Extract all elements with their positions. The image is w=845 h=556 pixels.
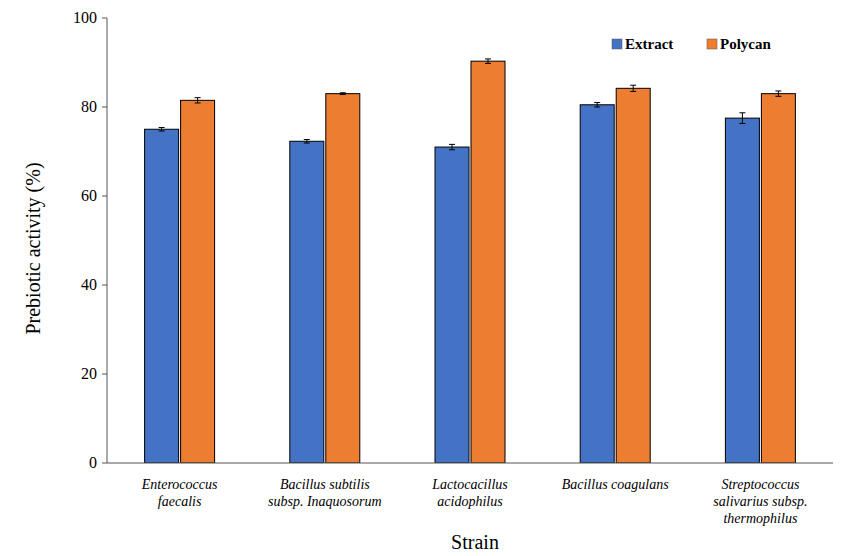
error-cap	[449, 149, 455, 150]
error-cap	[340, 92, 346, 93]
error-cap	[304, 143, 310, 144]
x-tick-label-line: thermophilus	[723, 511, 797, 526]
x-tick-label-line: subsp. Inaquosorum	[268, 494, 382, 509]
error-bar	[449, 144, 455, 149]
y-tick-label: 100	[73, 9, 97, 26]
error-cap	[340, 94, 346, 95]
bar	[290, 141, 324, 463]
error-cap	[739, 123, 745, 124]
error-stem	[488, 59, 489, 63]
error-cap	[775, 90, 781, 91]
x-tick-label: Enterococcus faecalis	[141, 477, 218, 509]
x-axis-label: Strain	[451, 531, 499, 553]
error-stem	[742, 113, 743, 124]
legend-label: Polycan	[720, 36, 771, 52]
y-tick	[102, 285, 107, 286]
error-stem	[306, 139, 307, 143]
error-bar	[594, 103, 600, 107]
y-tick-label: 0	[89, 454, 97, 471]
error-bar	[739, 113, 745, 124]
y-axis-label: Prebiotic activity (%)	[22, 162, 45, 334]
error-stem	[452, 144, 453, 149]
error-cap	[195, 97, 201, 98]
x-tick-label-line: Bacillus coagulans	[562, 477, 669, 492]
error-cap	[159, 127, 165, 128]
error-bar	[304, 139, 310, 143]
x-tick-label: Streptococcus salivarius subsp. thermophil…	[713, 477, 807, 526]
x-tick-label-line: Streptococcus	[721, 477, 800, 492]
error-stem	[778, 91, 779, 96]
error-cap	[304, 139, 310, 140]
error-cap	[630, 91, 636, 92]
error-cap	[594, 102, 600, 103]
bar	[725, 118, 759, 463]
marks	[145, 59, 796, 463]
error-stem	[161, 127, 162, 131]
legend-swatch	[707, 39, 717, 49]
error-stem	[633, 85, 634, 91]
y-axis	[107, 18, 108, 463]
x-tick-label-line: Enterococcus	[141, 477, 218, 492]
x-tick-label-line: Lactocacillus	[431, 477, 508, 492]
x-tick-label: Lactocacillus acidophilus	[431, 477, 508, 509]
x-tick-label-line: faecalis	[158, 494, 202, 509]
error-cap	[449, 144, 455, 145]
error-cap	[485, 58, 491, 59]
error-bar	[775, 91, 781, 96]
error-stem	[597, 103, 598, 107]
bar	[580, 105, 614, 463]
y-tick	[102, 18, 107, 19]
error-cap	[630, 85, 636, 86]
x-tick-label-line: salivarius subsp.	[713, 494, 807, 509]
error-bar	[630, 85, 636, 91]
bar	[761, 94, 795, 463]
bar	[326, 94, 360, 463]
bar	[616, 88, 650, 463]
x-tick-label: Bacillus subtilis subsp. Inaquosorum	[268, 477, 382, 509]
error-stem	[197, 98, 198, 103]
bar	[471, 61, 505, 463]
y-tick	[102, 107, 107, 108]
error-cap	[594, 107, 600, 108]
y-tick-label: 60	[81, 187, 97, 204]
legend: Extract Polycan	[612, 36, 771, 52]
chart: 0 20 40 60 80 100 Enterococcus faecalis Bacillus…	[0, 0, 845, 556]
error-bar	[195, 98, 201, 103]
bar	[145, 129, 179, 463]
bar	[181, 100, 215, 463]
error-cap	[195, 102, 201, 103]
error-cap	[485, 63, 491, 64]
legend-swatch	[612, 39, 622, 49]
x-tick-label: Bacillus coagulans	[562, 477, 669, 492]
error-bar	[340, 93, 346, 95]
x-axis	[107, 463, 833, 464]
error-cap	[159, 131, 165, 132]
y-tick-label: 20	[81, 365, 97, 382]
y-tick	[102, 374, 107, 375]
error-cap	[775, 96, 781, 97]
x-tick-label-line: acidophilus	[437, 494, 503, 509]
y-tick-label: 80	[81, 98, 97, 115]
x-tick-label-line: Bacillus subtilis	[280, 477, 370, 492]
error-bar	[159, 127, 165, 131]
y-tick-label: 40	[81, 276, 97, 293]
y-tick	[102, 463, 107, 464]
y-tick	[102, 196, 107, 197]
error-bar	[485, 59, 491, 63]
legend-label: Extract	[625, 36, 673, 52]
bar	[435, 147, 469, 463]
error-cap	[739, 112, 745, 113]
